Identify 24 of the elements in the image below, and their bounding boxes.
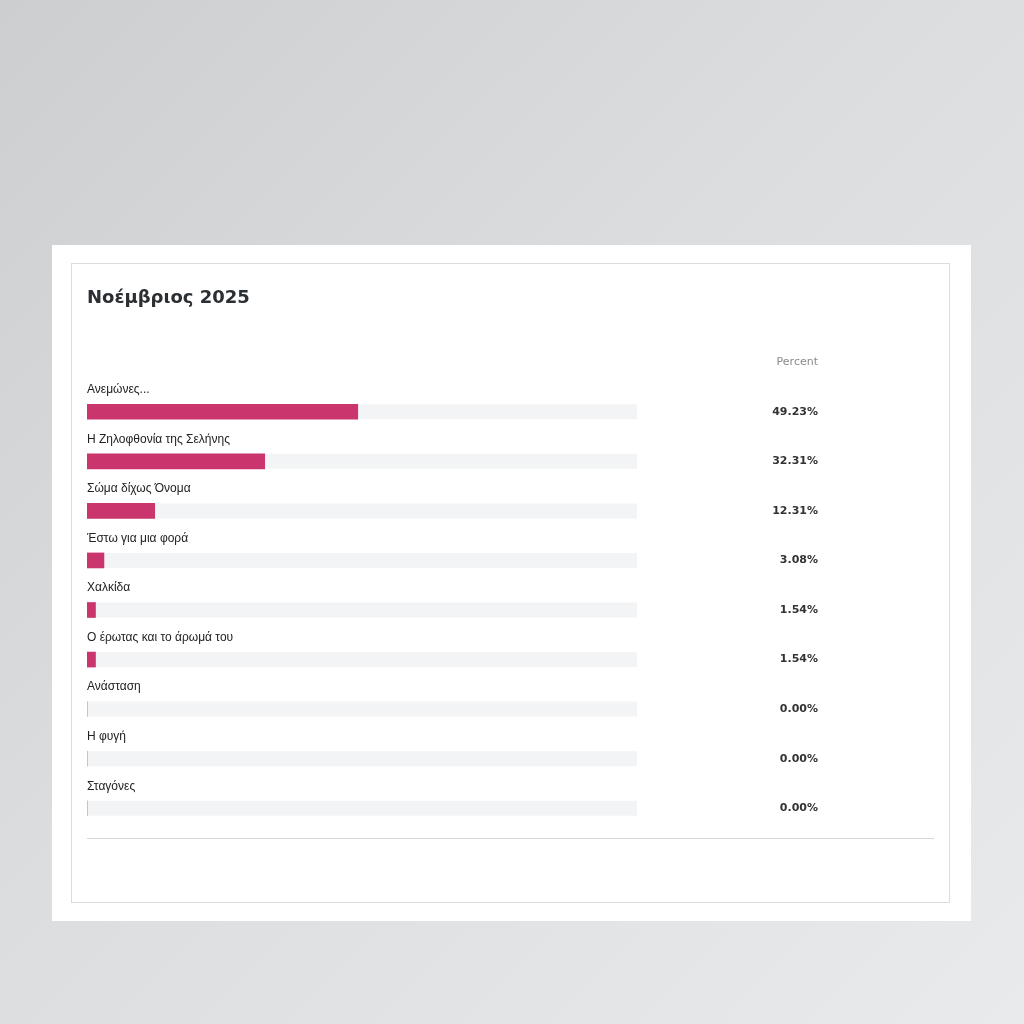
y-tick-label: Χαλκίδα bbox=[87, 580, 131, 595]
data-label: 0.00% bbox=[779, 701, 818, 715]
text: Percent bbox=[776, 354, 819, 368]
data-label: 0.00% bbox=[779, 751, 818, 765]
data-label: 32.31% bbox=[772, 454, 818, 468]
y-tick-label: Σώμα δίχως Όνομα bbox=[87, 481, 191, 496]
data-label: 3.08% bbox=[779, 553, 818, 567]
bar bbox=[87, 552, 105, 569]
bar bbox=[87, 503, 156, 519]
y-tick-label: Η Ζηλοφθονία της Σελήνης bbox=[87, 431, 231, 446]
y-tick-label: Έστω για μια φορά bbox=[86, 530, 189, 545]
y-tick-label: Σταγόνες bbox=[87, 778, 136, 793]
y-tick-label: Ανάσταση bbox=[87, 679, 141, 694]
data-label: 0.00% bbox=[779, 801, 818, 815]
y-tick-label: Ο έρωτας και το άρωμά του bbox=[87, 629, 234, 644]
bar bbox=[87, 651, 96, 668]
y-tick-label: Ανεμώνες... bbox=[87, 382, 150, 397]
data-label: 1.54% bbox=[779, 602, 818, 616]
bar bbox=[87, 602, 96, 618]
data-label: 1.54% bbox=[779, 652, 818, 666]
y-tick-label: Η φυγή bbox=[87, 728, 127, 743]
data-label: 49.23% bbox=[772, 404, 818, 418]
chart-title: Νοέμβριος 2025 bbox=[87, 285, 250, 307]
data-label: 12.31% bbox=[772, 503, 818, 517]
